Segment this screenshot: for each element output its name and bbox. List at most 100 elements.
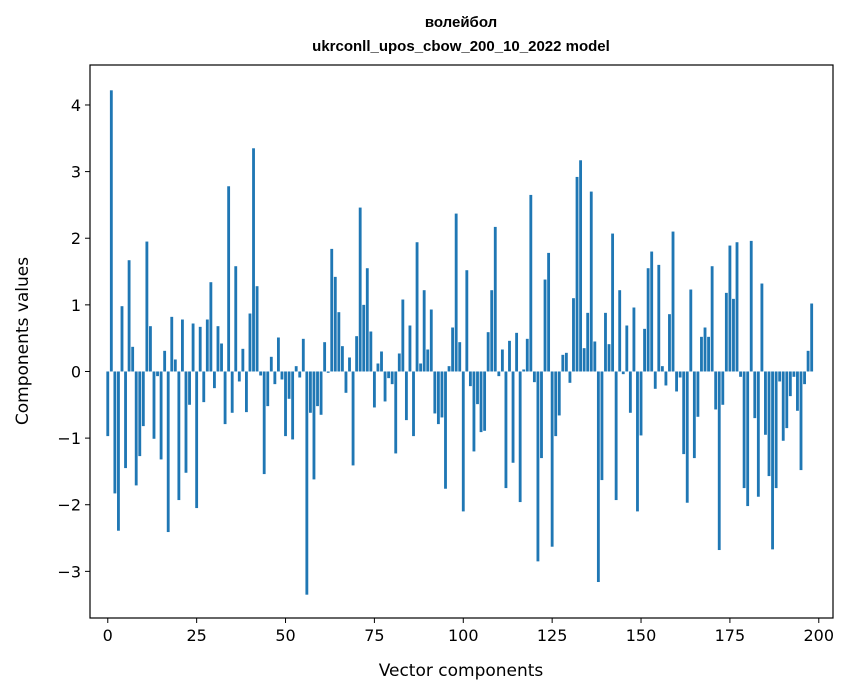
bar-80 — [390, 371, 394, 385]
y-tick-label: 0 — [71, 362, 81, 381]
x-tick-label: 75 — [364, 626, 384, 645]
bar-192 — [788, 371, 792, 397]
bar-108 — [490, 290, 494, 372]
bar-170 — [710, 266, 714, 372]
bar-49 — [280, 371, 284, 380]
bar-23 — [188, 371, 191, 405]
bar-140 — [604, 312, 607, 372]
bar-73 — [365, 268, 369, 372]
bar-186 — [767, 371, 771, 477]
bar-164 — [689, 289, 693, 372]
y-tick-label: 2 — [71, 229, 81, 248]
bar-84 — [404, 371, 408, 421]
bar-155 — [657, 264, 661, 372]
bar-51 — [287, 371, 291, 399]
bar-196 — [803, 371, 806, 385]
bar-42 — [255, 286, 259, 372]
bar-57 — [308, 371, 312, 413]
x-axis-ticks: 0 25 50 75 100 125 150 175 200 — [103, 618, 834, 645]
bar-132 — [575, 176, 579, 372]
bar-197 — [806, 350, 810, 372]
bar-27 — [202, 371, 206, 403]
bar-20 — [177, 371, 181, 501]
bar-21 — [181, 319, 184, 372]
bar-106 — [483, 371, 487, 431]
bar-4 — [120, 306, 124, 372]
bar-29 — [209, 282, 213, 372]
bar-107 — [486, 332, 490, 372]
bar-81 — [394, 371, 398, 454]
bar-65 — [337, 312, 341, 372]
bar-121 — [536, 371, 540, 562]
bar-13 — [152, 371, 156, 439]
x-tick-label: 200 — [804, 626, 835, 645]
bar-62 — [326, 371, 330, 373]
bar-64 — [333, 276, 337, 372]
bar-184 — [760, 283, 764, 372]
bar-12 — [149, 326, 152, 372]
bar-123 — [543, 279, 547, 372]
bar-171 — [714, 371, 718, 410]
bar-122 — [540, 371, 543, 459]
bar-161 — [678, 371, 682, 378]
bar-172 — [717, 371, 721, 551]
bar-95 — [444, 371, 447, 489]
bar-74 — [369, 331, 373, 372]
bar-130 — [568, 371, 572, 383]
bar-52 — [291, 371, 295, 440]
bar-193 — [792, 371, 796, 377]
bar-112 — [504, 371, 508, 489]
bar-17 — [166, 371, 170, 533]
bar-128 — [561, 354, 565, 372]
bar-157 — [664, 371, 668, 386]
bar-83 — [401, 299, 405, 372]
bar-113 — [508, 340, 511, 372]
bar-158 — [668, 314, 671, 372]
bar-55 — [301, 338, 305, 372]
bar-67 — [344, 371, 348, 393]
bar-149 — [636, 371, 639, 512]
bar-116 — [518, 371, 522, 503]
bar-168 — [703, 327, 707, 372]
y-tick-label: −3 — [57, 562, 81, 581]
bar-28 — [205, 319, 209, 372]
bar-31 — [216, 326, 220, 372]
y-tick-label: 1 — [71, 296, 81, 315]
x-tick-label: 150 — [626, 626, 657, 645]
bar-33 — [223, 371, 227, 425]
bar-43 — [259, 371, 263, 376]
bar-174 — [724, 292, 728, 372]
bar-169 — [707, 336, 710, 372]
bar-14 — [156, 371, 159, 377]
bar-92 — [433, 371, 437, 414]
bar-75 — [372, 371, 376, 408]
bar-90 — [426, 349, 430, 372]
bar-126 — [554, 371, 558, 437]
bar-76 — [376, 363, 380, 372]
bar-177 — [735, 242, 739, 372]
chart-title-line-1: волейбол — [425, 14, 497, 31]
bars-group — [106, 90, 814, 595]
bar-5 — [124, 371, 127, 469]
bar-137 — [593, 341, 597, 372]
bar-180 — [746, 371, 750, 507]
bar-85 — [408, 325, 412, 372]
bar-125 — [550, 371, 554, 547]
bar-135 — [586, 312, 590, 372]
bar-175 — [728, 245, 732, 372]
bar-150 — [639, 371, 643, 436]
bar-35 — [230, 371, 234, 413]
bar-70 — [355, 336, 359, 372]
bar-99 — [458, 342, 462, 372]
bar-183 — [756, 371, 760, 497]
bar-167 — [700, 336, 703, 372]
bar-154 — [653, 371, 657, 389]
bar-179 — [742, 371, 746, 489]
y-axis-ticks: −3 −2 −1 0 1 2 3 4 — [57, 96, 90, 581]
bar-187 — [771, 371, 774, 550]
bar-15 — [159, 371, 163, 460]
bar-136 — [589, 191, 593, 372]
bar-148 — [632, 307, 636, 372]
bar-11 — [145, 241, 149, 372]
bar-119 — [529, 194, 533, 372]
